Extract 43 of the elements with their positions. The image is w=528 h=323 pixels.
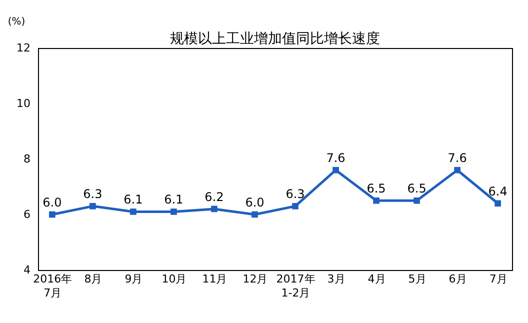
y-tick-label: 6: [24, 208, 30, 221]
text: 7.6: [326, 151, 346, 166]
x-tick-label: 5月: [408, 272, 426, 286]
point: [211, 206, 218, 212]
y-tick-label: 8: [24, 152, 30, 166]
text: 7.6: [448, 151, 467, 166]
x-tick-label: 3月: [327, 272, 346, 286]
text: 6.0: [245, 196, 264, 210]
x-tick-label: 2016年 7月: [33, 272, 72, 300]
text: 6.3: [286, 187, 305, 202]
text: 6.0: [42, 196, 62, 210]
point: [130, 208, 136, 215]
x-tick-label: 10月: [162, 272, 187, 286]
x-tick-label: 2017年 1-2月: [276, 272, 316, 300]
x-tick-label: 8月: [84, 272, 102, 286]
point: [332, 166, 339, 174]
x-tick-label: 4月: [368, 272, 386, 286]
point: [90, 203, 96, 210]
y-tick-label: 4: [24, 264, 30, 276]
point: [373, 197, 380, 204]
y-axis-title: (%): [8, 16, 26, 28]
point: [292, 203, 298, 210]
point: [494, 200, 501, 207]
x-tick-label: 9月: [124, 272, 143, 286]
y-tick-label: 10: [16, 97, 30, 110]
text: 6.1: [164, 192, 184, 207]
point: [49, 211, 56, 218]
text: 6.5: [407, 182, 426, 196]
point: [414, 197, 420, 204]
text: 6.3: [83, 187, 102, 202]
chart-title: 规模以上工业增加值同比增长速度: [170, 31, 380, 47]
point: [170, 208, 177, 215]
point: [454, 166, 460, 174]
y-tick-label: 12: [16, 42, 30, 54]
x-tick-label: 11月: [202, 272, 228, 286]
x-tick-label: 7月: [489, 272, 508, 286]
point: [252, 211, 258, 218]
x-tick-label: 6月: [448, 272, 467, 286]
text: 6.4: [488, 184, 508, 198]
text: 6.2: [204, 190, 224, 204]
text: 6.1: [124, 192, 143, 207]
text: 6.5: [366, 182, 386, 196]
x-tick-label: 12月: [242, 272, 268, 286]
